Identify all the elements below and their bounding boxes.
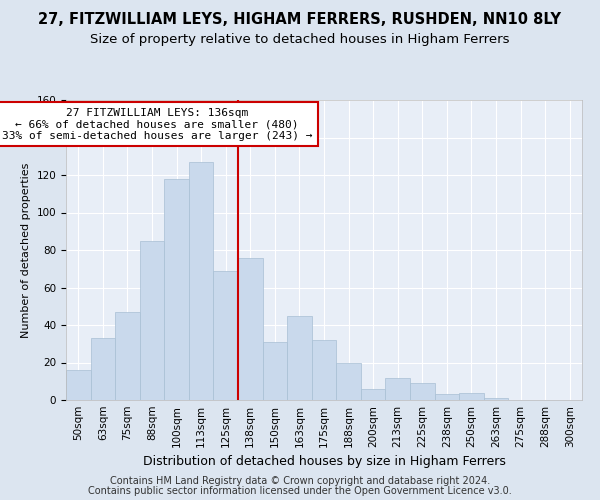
Text: Size of property relative to detached houses in Higham Ferrers: Size of property relative to detached ho… xyxy=(90,32,510,46)
Bar xyxy=(385,378,410,400)
Bar xyxy=(434,394,459,400)
Y-axis label: Number of detached properties: Number of detached properties xyxy=(21,162,31,338)
Bar xyxy=(66,370,91,400)
Text: Contains public sector information licensed under the Open Government Licence v3: Contains public sector information licen… xyxy=(88,486,512,496)
Text: Contains HM Land Registry data © Crown copyright and database right 2024.: Contains HM Land Registry data © Crown c… xyxy=(110,476,490,486)
Bar xyxy=(238,258,263,400)
Text: 27 FITZWILLIAM LEYS: 136sqm
← 66% of detached houses are smaller (480)
33% of se: 27 FITZWILLIAM LEYS: 136sqm ← 66% of det… xyxy=(2,108,312,140)
Bar xyxy=(336,362,361,400)
Bar xyxy=(140,240,164,400)
Bar xyxy=(410,383,434,400)
Bar xyxy=(115,312,140,400)
Text: 27, FITZWILLIAM LEYS, HIGHAM FERRERS, RUSHDEN, NN10 8LY: 27, FITZWILLIAM LEYS, HIGHAM FERRERS, RU… xyxy=(38,12,562,28)
X-axis label: Distribution of detached houses by size in Higham Ferrers: Distribution of detached houses by size … xyxy=(143,456,505,468)
Bar xyxy=(287,316,312,400)
Bar xyxy=(189,162,214,400)
Bar xyxy=(91,338,115,400)
Bar xyxy=(361,389,385,400)
Bar xyxy=(312,340,336,400)
Bar xyxy=(459,392,484,400)
Bar xyxy=(484,398,508,400)
Bar xyxy=(164,179,189,400)
Bar xyxy=(263,342,287,400)
Bar xyxy=(214,270,238,400)
